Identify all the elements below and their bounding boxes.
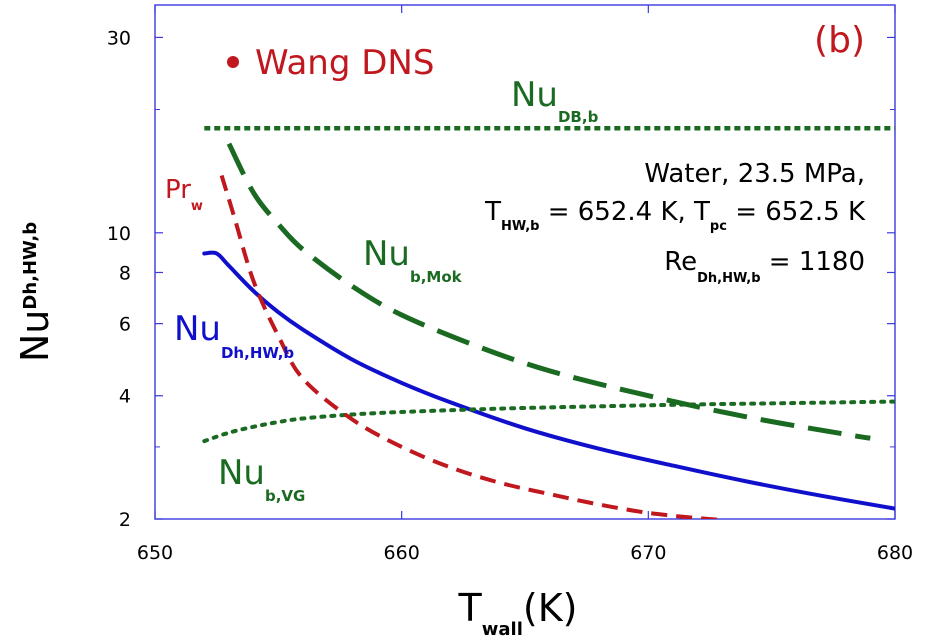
x-axis-title: Twall(K): [458, 586, 578, 640]
y-axis-title-main: Nu: [13, 310, 57, 363]
series-line-nu-dh-hw-b: [202, 250, 895, 511]
x-axis-title-main: T: [458, 586, 483, 630]
x-axis-title-unit: (K): [523, 586, 578, 630]
x-tick-label-660: 660: [384, 542, 420, 564]
x-tick-label-650: 650: [137, 542, 173, 564]
x-axis-title-sub: wall: [482, 619, 523, 640]
x-tick-label-670: 670: [630, 542, 666, 564]
series-label-nu-b-mok-sub: b,Mok: [410, 268, 463, 286]
panel-label: (b): [814, 20, 865, 61]
series-label-nu-dh-hw-b: NuDh,HW,b: [174, 309, 294, 362]
annotation-line-3-a-sub: Dh,HW,b: [697, 271, 760, 286]
series-label-nu-db-b-main: Nu: [511, 75, 558, 115]
series-label-nu-dh-hw-b-main: Nu: [174, 309, 221, 349]
legend-label-wang-dns: Wang DNS: [255, 43, 434, 83]
y-tick-label-30: 30: [107, 27, 131, 49]
series-label-nu-dh-hw-b-sub: Dh,HW,b: [221, 344, 294, 362]
series-line-pr-w: [219, 174, 723, 519]
annotation-line-2: THW,b = 652.4 K, Tpc = 652.5 K: [484, 197, 866, 234]
series-line-nu-b-vg: [202, 399, 895, 444]
x-axis: 650 660 670 680: [137, 5, 913, 564]
y-tick-label-4: 4: [119, 386, 131, 408]
y-axis-title: NuDh,HW,b: [13, 222, 57, 362]
annotation-line-1: Water, 23.5 MPa,: [644, 159, 865, 189]
y-axis: 2 4 6 8 10 30: [107, 27, 895, 531]
series-label-pr-w-sub: w: [191, 199, 203, 214]
y-tick-label-2: 2: [119, 509, 131, 531]
y-tick-label-10: 10: [107, 223, 131, 245]
plot-frame: [154, 4, 896, 520]
annotation-line-2-a: T: [484, 197, 501, 227]
series-label-nu-db-b-sub: DB,b: [558, 108, 599, 126]
annotation-line-2-a-sub: HW,b: [501, 219, 539, 234]
series-label-nu-b-vg: Nub,VG: [218, 453, 305, 505]
y-axis-title-sub: Dh,HW,b: [20, 222, 41, 310]
legend-marker-wang-dns: [227, 56, 239, 68]
y-tick-label-6: 6: [119, 314, 131, 336]
series-label-nu-b-vg-sub: b,VG: [265, 487, 305, 505]
annotation-line-3: ReDh,HW,b = 1180: [664, 247, 865, 286]
annotation-line-2-c: = 652.5 K: [727, 197, 866, 227]
series-label-nu-db-b: NuDB,b: [511, 75, 599, 126]
annotation-line-2-b: = 652.4 K, T: [539, 197, 710, 227]
series-line-nu-b-mok: [226, 142, 871, 441]
series-label-nu-b-mok: Nub,Mok: [363, 234, 463, 286]
series-label-pr-w-main: Pr: [165, 175, 191, 205]
series-label-nu-b-mok-main: Nu: [363, 234, 410, 274]
annotation-line-3-b: = 1180: [761, 247, 865, 277]
series-label-nu-b-vg-main: Nu: [218, 453, 265, 493]
x-tick-label-680: 680: [877, 542, 913, 564]
series-label-pr-w: Prw: [165, 175, 203, 214]
annotation-line-2-b-sub: pc: [710, 219, 727, 234]
annotation-line-3-a: Re: [664, 247, 697, 277]
series-layer: [202, 126, 895, 519]
y-tick-label-8: 8: [119, 262, 131, 284]
